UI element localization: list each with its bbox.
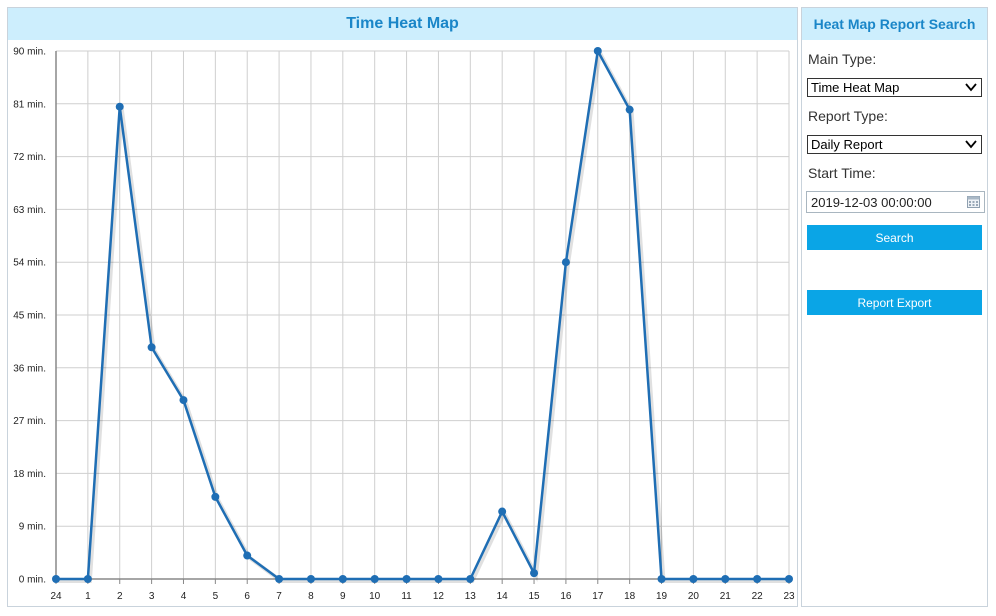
start-time-input[interactable]: 2019-12-03 00:00:00 — [806, 191, 985, 213]
x-tick-label: 21 — [720, 591, 732, 602]
y-tick-label: 63 min. — [13, 205, 46, 216]
x-tick-label: 2 — [117, 591, 123, 602]
x-tick-label: 1 — [85, 591, 91, 602]
x-tick-label: 11 — [401, 591, 412, 602]
time-heat-map-chart: 0 min. 9 min. 18 min. 27 min. 36 min. 45 min.… — [13, 46, 795, 603]
y-tick-label: 36 min. — [13, 363, 46, 374]
series-line-shadow — [58, 46, 791, 583]
data-point — [753, 575, 762, 583]
x-tick-label: 17 — [592, 591, 604, 602]
calendar-icon[interactable] — [967, 196, 980, 208]
data-point — [689, 575, 698, 583]
chevron-down-icon — [965, 140, 977, 149]
x-tick-label: 20 — [688, 591, 700, 602]
y-tick-label: 72 min. — [13, 152, 46, 163]
x-tick-label: 13 — [465, 591, 477, 602]
series-line — [56, 49, 789, 581]
report-export-button[interactable]: Report Export — [807, 290, 982, 315]
data-point — [434, 575, 443, 583]
data-point — [179, 396, 188, 405]
data-point — [530, 569, 539, 578]
data-point — [625, 105, 634, 114]
x-tick-label: 5 — [213, 591, 219, 602]
y-tick-label: 81 min. — [13, 99, 46, 110]
main-type-label: Main Type: — [808, 51, 877, 67]
start-time-value: 2019-12-03 00:00:00 — [811, 194, 932, 210]
x-tick-label: 12 — [433, 591, 445, 602]
data-point — [785, 575, 793, 583]
y-tick-label: 0 min. — [19, 575, 46, 586]
data-point — [115, 102, 124, 111]
x-tick-label: 18 — [624, 591, 636, 602]
data-point — [83, 575, 92, 583]
x-tick-label: 10 — [369, 591, 381, 602]
y-tick-label: 9 min. — [19, 522, 46, 533]
search-panel-title: Heat Map Report Search — [802, 8, 987, 40]
x-tick-label: 15 — [528, 591, 540, 602]
data-point — [593, 47, 602, 55]
start-time-label: Start Time: — [808, 165, 876, 181]
chart-title: Time Heat Map — [8, 8, 797, 40]
y-tick-label: 45 min. — [13, 311, 46, 322]
main-type-value: Time Heat Map — [811, 80, 900, 95]
x-tick-label: 23 — [783, 591, 795, 602]
data-point — [211, 492, 220, 501]
report-type-label: Report Type: — [808, 108, 888, 124]
data-point — [657, 575, 666, 583]
data-point — [561, 258, 570, 267]
x-tick-label: 8 — [308, 591, 314, 602]
x-tick-label: 4 — [181, 591, 187, 602]
data-point — [370, 575, 379, 583]
data-point — [147, 343, 156, 352]
x-tick-label: 19 — [656, 591, 668, 602]
main-type-select[interactable]: Time Heat Map — [807, 78, 982, 97]
y-tick-label: 18 min. — [13, 469, 46, 480]
search-button[interactable]: Search — [807, 225, 982, 250]
data-point — [243, 551, 252, 560]
report-type-select[interactable]: Daily Report — [807, 135, 982, 154]
data-point — [498, 507, 507, 516]
data-point — [52, 575, 60, 583]
y-tick-label: 54 min. — [13, 258, 46, 269]
y-tick-label: 90 min. — [13, 47, 46, 58]
data-point — [306, 575, 315, 583]
x-tick-label: 22 — [752, 591, 764, 602]
y-tick-label: 27 min. — [13, 416, 46, 427]
data-point — [275, 575, 284, 583]
data-point — [402, 575, 411, 583]
report-type-value: Daily Report — [811, 137, 883, 152]
search-panel: Heat Map Report Search Main Type: Time H… — [801, 7, 988, 607]
x-tick-label: 24 — [50, 591, 62, 602]
x-tick-label: 16 — [560, 591, 572, 602]
data-point — [338, 575, 347, 583]
x-tick-label: 7 — [276, 591, 282, 602]
x-tick-label: 3 — [149, 591, 155, 602]
chart-panel: Time Heat Map 0 min. 9 min. 18 min. 27 min.… — [7, 7, 798, 607]
x-tick-label: 6 — [244, 591, 250, 602]
x-tick-label: 14 — [497, 591, 509, 602]
chevron-down-icon — [965, 83, 977, 92]
data-point — [466, 575, 475, 583]
data-point — [721, 575, 730, 583]
x-tick-label: 9 — [340, 591, 346, 602]
